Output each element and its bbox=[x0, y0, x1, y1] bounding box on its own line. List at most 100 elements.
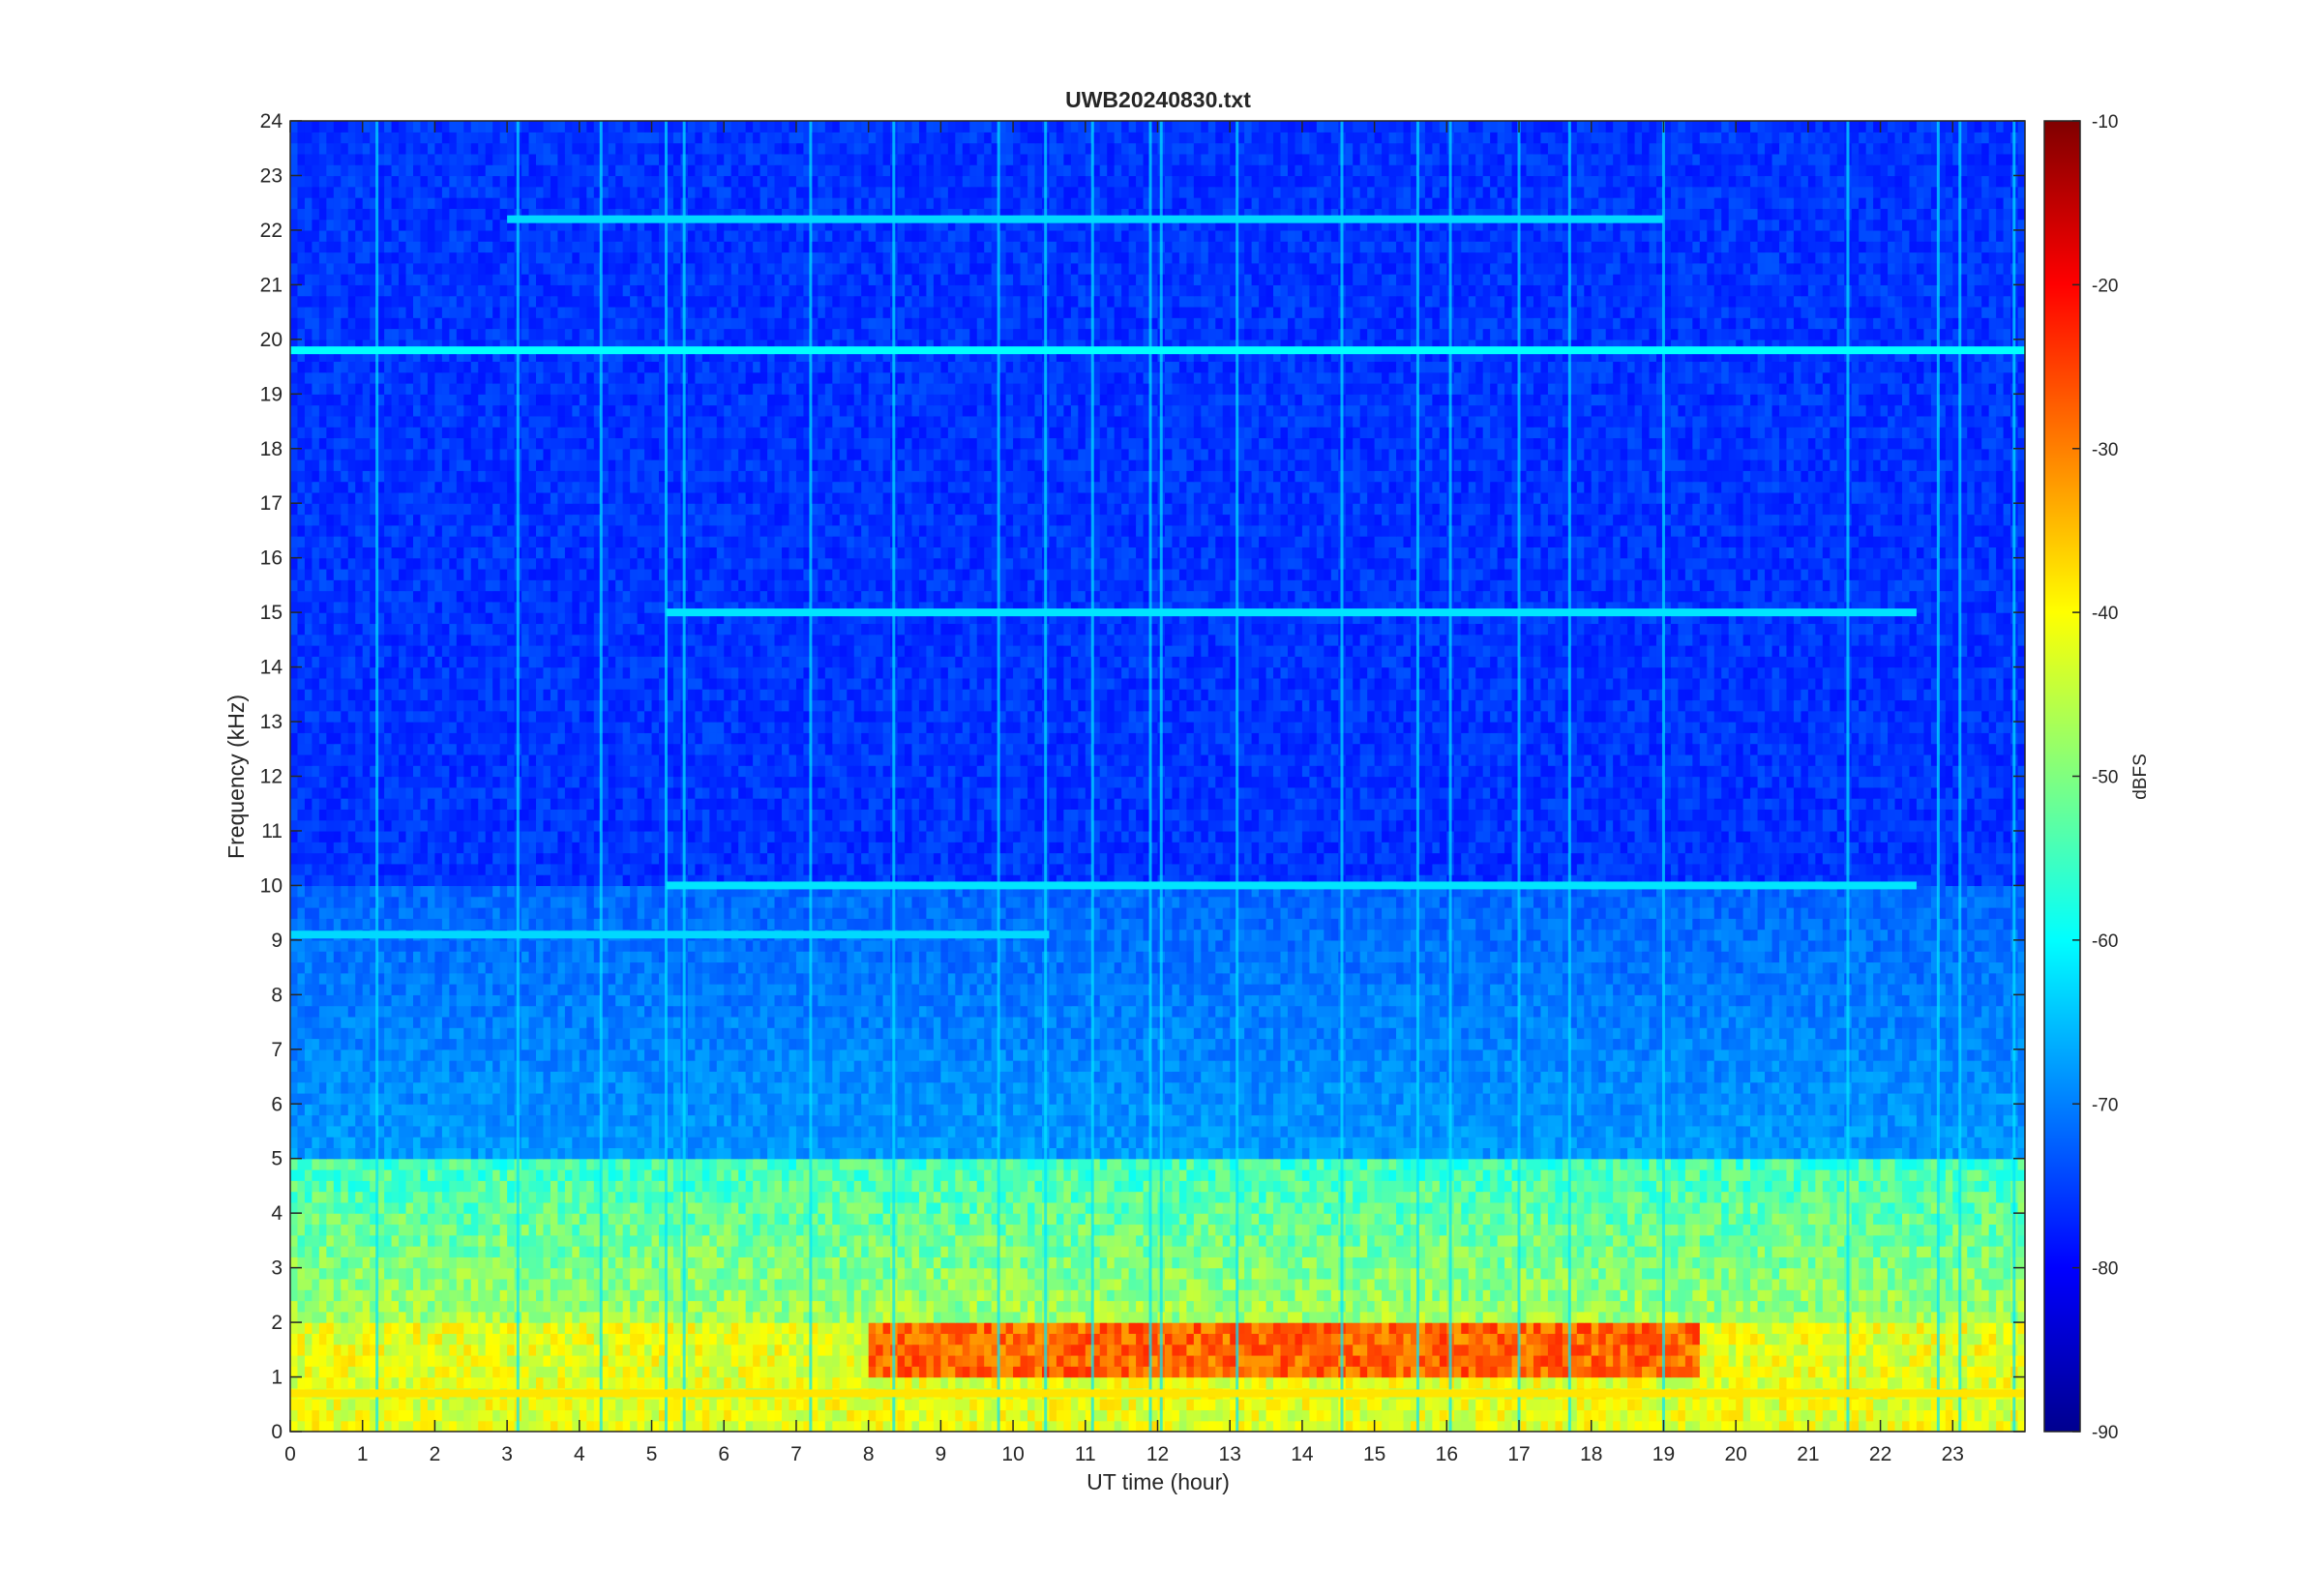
heatmap-cell bbox=[1786, 1366, 1795, 1378]
heatmap-cell bbox=[1952, 1234, 1961, 1247]
heatmap-cell bbox=[370, 1420, 378, 1432]
heatmap-cell bbox=[1807, 1354, 1816, 1367]
heatmap-cell bbox=[1830, 1311, 1838, 1323]
heatmap-cell bbox=[876, 1333, 884, 1345]
heatmap-cell bbox=[1699, 1409, 1708, 1422]
heatmap-cell bbox=[1750, 1256, 1759, 1269]
heatmap-cell bbox=[1265, 1409, 1274, 1422]
heatmap-cell bbox=[1128, 1278, 1137, 1290]
heatmap-cell bbox=[1359, 1399, 1368, 1411]
heatmap-cell bbox=[362, 1399, 371, 1411]
heatmap-cell bbox=[1504, 1201, 1513, 1214]
heatmap-cell bbox=[1287, 1201, 1296, 1214]
heatmap-cell bbox=[1930, 1376, 1939, 1389]
heatmap-cell bbox=[297, 1376, 306, 1389]
heatmap-cell bbox=[1613, 1311, 1622, 1323]
heatmap-cell bbox=[1236, 1246, 1245, 1257]
heatmap-cell bbox=[608, 1344, 616, 1356]
heatmap-cell bbox=[341, 1256, 349, 1269]
heatmap-cell bbox=[1222, 1333, 1231, 1345]
heatmap-cell bbox=[709, 1300, 718, 1313]
heatmap-cell bbox=[1692, 1409, 1701, 1422]
heatmap-cell bbox=[1410, 1300, 1419, 1313]
heatmap-cell bbox=[984, 1267, 993, 1280]
heatmap-cell bbox=[716, 1246, 725, 1257]
heatmap-cell bbox=[1938, 1322, 1947, 1334]
heatmap-cell bbox=[1684, 1201, 1693, 1214]
heatmap-cell bbox=[839, 1399, 848, 1411]
heatmap-cell bbox=[803, 1311, 812, 1323]
heatmap-cell bbox=[1099, 1311, 1108, 1323]
heatmap-cell bbox=[1526, 1322, 1534, 1334]
heatmap-cell bbox=[630, 1333, 639, 1345]
heatmap-cell bbox=[1244, 1224, 1253, 1236]
heatmap-cell bbox=[1114, 1420, 1122, 1432]
heatmap-cell bbox=[1432, 1201, 1441, 1214]
heatmap-cell bbox=[666, 1311, 674, 1323]
heatmap-cell bbox=[405, 1376, 414, 1389]
heatmap-cell bbox=[1771, 1289, 1780, 1302]
heatmap-cell bbox=[1793, 1354, 1801, 1367]
heatmap-cell bbox=[795, 1224, 805, 1236]
heatmap-cell bbox=[795, 1311, 805, 1323]
heatmap-cell bbox=[1482, 1234, 1491, 1247]
heatmap-cell bbox=[1396, 1409, 1405, 1422]
heatmap-cell bbox=[1793, 1376, 1801, 1389]
heatmap-cell bbox=[543, 1322, 551, 1334]
heatmap-cell bbox=[507, 1300, 516, 1313]
heatmap-cell bbox=[868, 1224, 877, 1236]
heatmap-cell bbox=[1265, 1300, 1274, 1313]
heatmap-cell bbox=[687, 1420, 696, 1432]
heatmap-cell bbox=[1330, 1344, 1339, 1356]
heatmap-cell bbox=[630, 1354, 639, 1367]
heatmap-cell bbox=[1533, 1289, 1542, 1302]
heatmap-cell bbox=[1468, 1333, 1476, 1345]
heatmap-cell bbox=[1128, 1376, 1137, 1389]
heatmap-cell bbox=[969, 1300, 978, 1313]
heatmap-cell bbox=[1605, 1366, 1614, 1378]
heatmap-cell bbox=[672, 1267, 682, 1280]
heatmap-cell bbox=[601, 1300, 610, 1313]
heatmap-cell bbox=[1526, 1278, 1534, 1290]
heatmap-cell bbox=[384, 1376, 393, 1389]
heatmap-cell bbox=[304, 1409, 313, 1422]
heatmap-cell bbox=[759, 1234, 768, 1247]
heatmap-cell bbox=[1143, 1376, 1151, 1389]
heatmap-cell bbox=[405, 1420, 414, 1432]
heatmap-cell bbox=[478, 1333, 487, 1345]
heatmap-cell bbox=[940, 1267, 949, 1280]
heatmap-cell bbox=[1736, 1366, 1744, 1378]
heatmap-cell bbox=[687, 1399, 696, 1411]
heatmap-cell bbox=[962, 1234, 970, 1247]
heatmap-cell bbox=[701, 1333, 710, 1345]
heatmap-cell bbox=[1547, 1311, 1556, 1323]
heatmap-cell bbox=[1215, 1333, 1224, 1345]
heatmap-cell bbox=[1519, 1311, 1528, 1323]
heatmap-cell bbox=[333, 1409, 342, 1422]
heatmap-cell bbox=[1721, 1213, 1730, 1226]
heatmap-cell bbox=[1324, 1278, 1332, 1290]
heatmap-cell bbox=[1555, 1366, 1563, 1378]
heatmap-cell bbox=[1562, 1278, 1570, 1290]
heatmap-cell bbox=[1865, 1246, 1874, 1257]
heatmap-cell bbox=[1099, 1213, 1108, 1226]
heatmap-cell bbox=[1851, 1344, 1860, 1356]
heatmap-cell bbox=[622, 1289, 631, 1302]
heatmap-cell bbox=[1020, 1213, 1028, 1226]
heatmap-cell bbox=[1403, 1246, 1412, 1257]
heatmap-cell bbox=[1859, 1256, 1867, 1269]
heatmap-cell bbox=[1345, 1201, 1354, 1214]
heatmap-cell bbox=[1757, 1246, 1766, 1257]
heatmap-cell bbox=[1916, 1234, 1925, 1247]
heatmap-cell bbox=[608, 1234, 616, 1247]
heatmap-cell bbox=[745, 1366, 754, 1378]
heatmap-cell bbox=[536, 1344, 545, 1356]
heatmap-cell bbox=[1078, 1278, 1087, 1290]
heatmap-cell bbox=[1453, 1267, 1462, 1280]
heatmap-cell bbox=[1172, 1246, 1180, 1257]
heatmap-cell bbox=[753, 1213, 761, 1226]
heatmap-cell bbox=[1396, 1333, 1405, 1345]
heatmap-cell bbox=[384, 1311, 393, 1323]
heatmap-cell bbox=[2017, 1344, 2025, 1356]
heatmap-cell bbox=[1757, 1278, 1766, 1290]
